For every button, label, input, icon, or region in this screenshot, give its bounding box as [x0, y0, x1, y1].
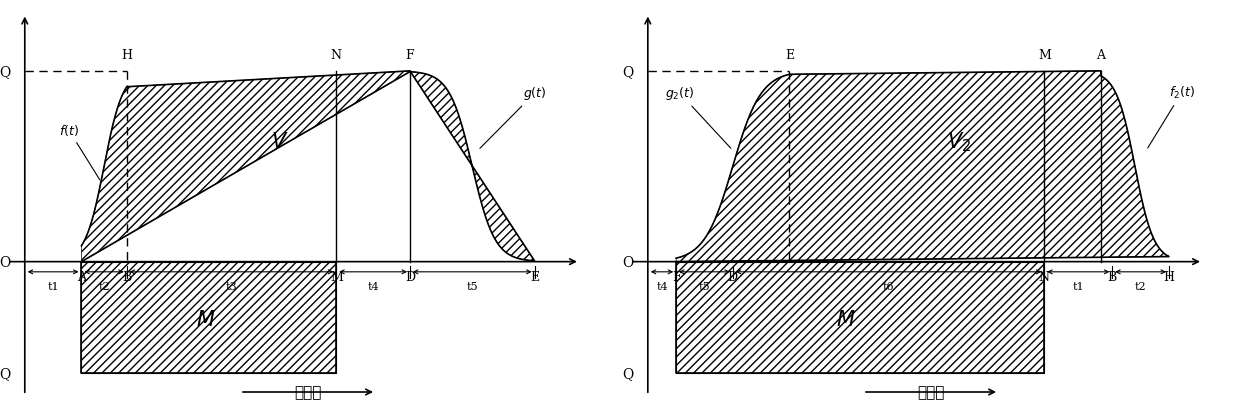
Text: Q: Q: [0, 366, 11, 380]
Text: H: H: [121, 49, 133, 62]
Text: $g_2(t)$: $g_2(t)$: [665, 85, 731, 149]
Text: N: N: [331, 49, 342, 62]
Text: $f(t)$: $f(t)$: [58, 123, 100, 180]
Text: D: D: [405, 270, 415, 283]
Text: $g(t)$: $g(t)$: [479, 85, 546, 149]
Text: $M$: $M$: [836, 309, 856, 329]
Text: O: O: [622, 255, 633, 269]
Text: Q: Q: [622, 65, 633, 79]
Text: O: O: [0, 255, 11, 269]
Text: N: N: [1038, 270, 1049, 283]
Text: Q: Q: [0, 65, 11, 79]
Text: t6: t6: [882, 282, 895, 292]
Text: t5: t5: [466, 282, 478, 292]
Text: $V_2$: $V_2$: [948, 130, 971, 153]
Text: Q: Q: [622, 366, 633, 380]
Text: 反行程: 反行程: [917, 385, 944, 399]
Text: t2: t2: [98, 282, 110, 292]
Text: F: F: [405, 49, 414, 62]
Text: t1: t1: [47, 282, 59, 292]
Text: B: B: [123, 270, 131, 283]
Text: E: E: [530, 270, 539, 283]
Text: $V$: $V$: [271, 131, 289, 152]
Text: E: E: [784, 49, 794, 62]
Text: t5: t5: [699, 282, 710, 292]
Text: D: D: [727, 270, 738, 283]
Text: $M$: $M$: [196, 309, 216, 329]
Text: $f_2(t)$: $f_2(t)$: [1147, 85, 1194, 149]
Text: 正行程: 正行程: [295, 385, 322, 399]
Text: t3: t3: [225, 282, 238, 292]
Text: t4: t4: [657, 282, 668, 292]
Text: A: A: [1097, 49, 1105, 62]
Text: H: H: [1163, 270, 1175, 283]
Text: M: M: [1038, 49, 1051, 62]
Text: t4: t4: [367, 282, 379, 292]
Text: t1: t1: [1073, 282, 1084, 292]
Text: B: B: [1108, 270, 1116, 283]
Text: M: M: [330, 270, 343, 283]
Text: t2: t2: [1135, 282, 1146, 292]
Text: A: A: [77, 270, 85, 283]
Text: F: F: [672, 270, 680, 283]
